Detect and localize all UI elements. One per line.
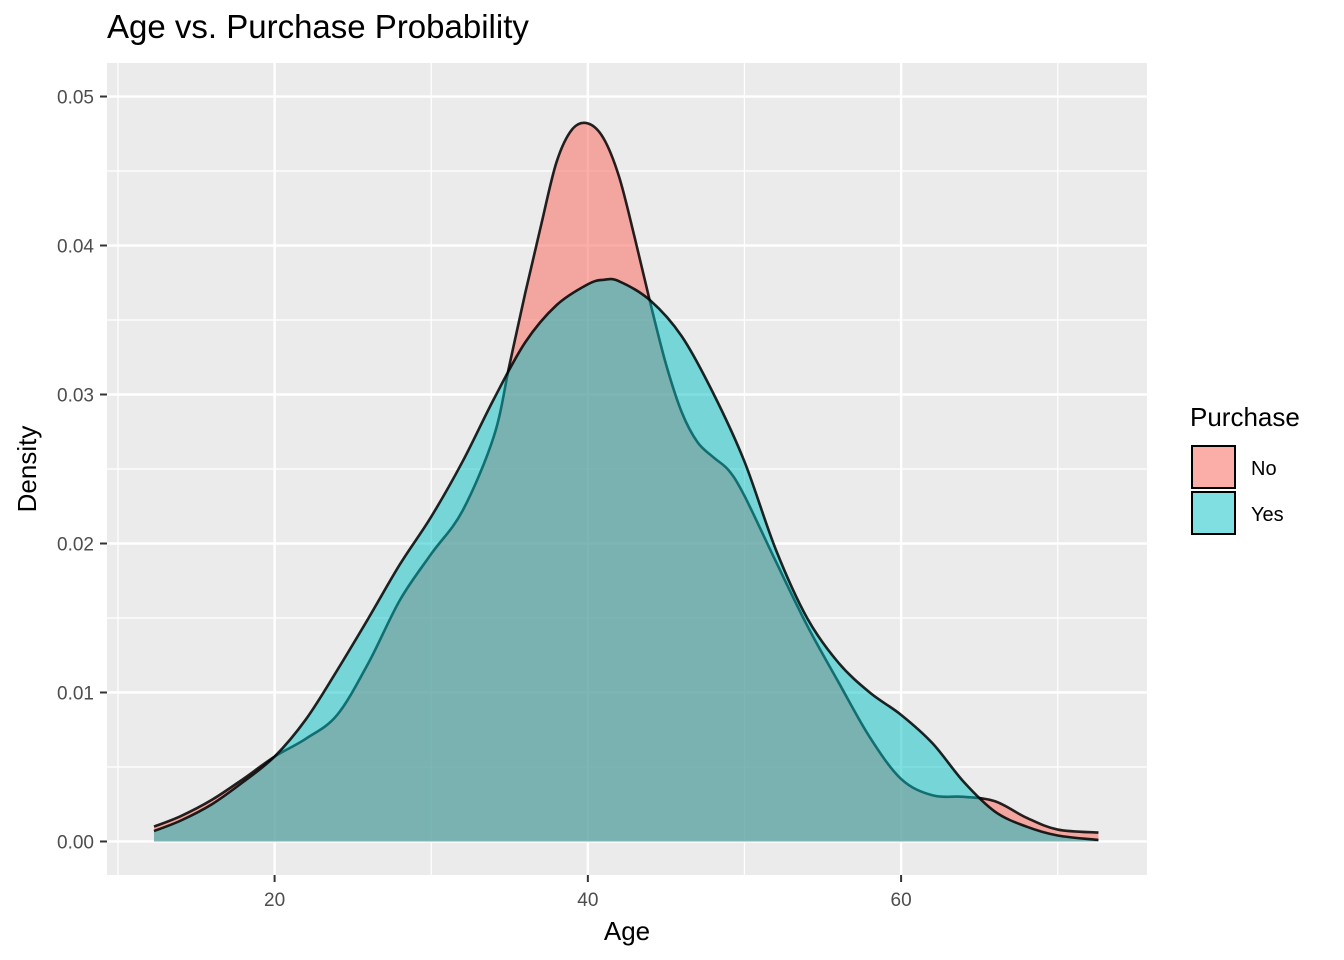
legend-title: Purchase [1190,402,1300,432]
legend-key-yes [1191,491,1236,535]
legend: Purchase No Yes [1190,402,1300,535]
y-tick-label: 0.03 [57,386,94,407]
x-tick-label: 40 [577,890,598,911]
x-tick-label: 60 [891,890,912,911]
density-line-yes [153,277,1099,842]
legend-item-yes: Yes [1191,491,1284,535]
y-tick-label: 0.01 [57,683,94,704]
legend-item-no: No [1191,445,1277,489]
y-tick-label: 0.00 [57,832,94,853]
x-axis-title: Age [604,916,650,946]
legend-label-no: No [1251,458,1277,480]
x-tick-label: 20 [264,890,285,911]
legend-label-yes: Yes [1251,504,1284,526]
y-tick-label: 0.02 [57,534,94,555]
y-tick-label: 0.04 [57,237,94,258]
density-area-yes [153,279,1099,842]
x-axis: 20 40 60 [264,875,912,911]
y-tick-label: 0.05 [57,88,94,109]
y-axis: 0.00 0.01 0.02 0.03 0.04 0.05 [57,88,107,853]
y-axis-title: Density [12,426,42,513]
chart-title: Age vs. Purchase Probability [107,8,529,45]
density-areas [153,121,1099,842]
legend-key-no [1191,445,1236,489]
